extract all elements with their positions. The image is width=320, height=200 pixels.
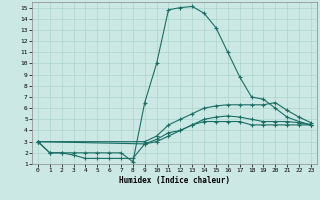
X-axis label: Humidex (Indice chaleur): Humidex (Indice chaleur) <box>119 176 230 185</box>
